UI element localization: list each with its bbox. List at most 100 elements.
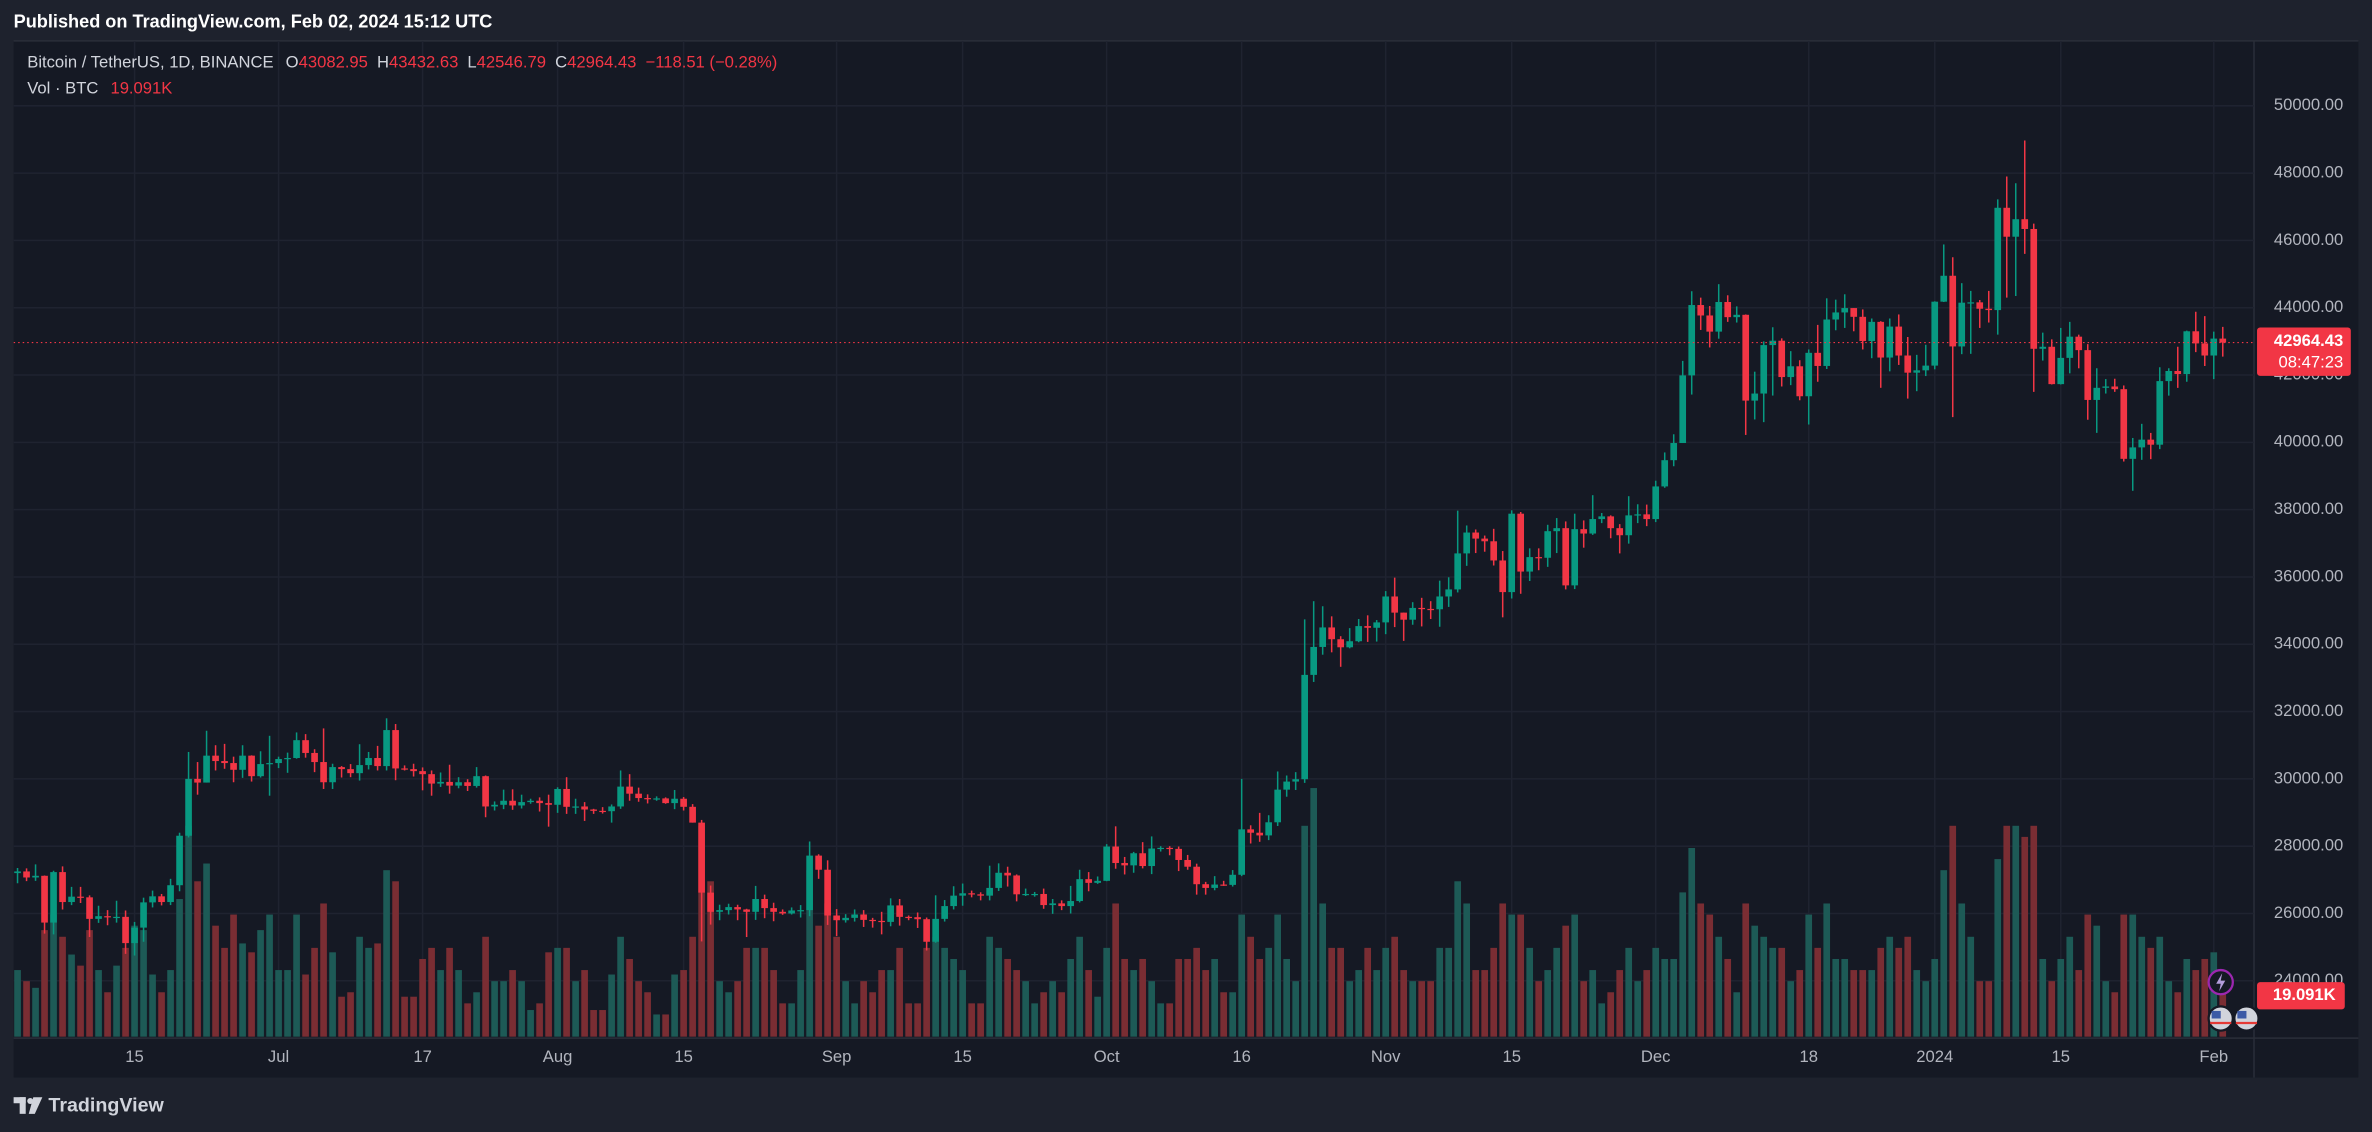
volume-bar [1292,981,1300,1037]
volume-bar [1085,970,1092,1037]
volume-bar [2111,992,2119,1037]
footer-logo [13,1097,43,1114]
candle-body [734,907,741,910]
volume-bar [257,930,264,1037]
volume-bar [464,1003,471,1037]
candle-body [1859,316,1867,342]
volume-bar [1868,970,1876,1037]
volume-bar [1139,958,1146,1037]
x-tick-label: Feb [2199,1047,2228,1066]
candle-body [104,916,111,918]
candle-body [2192,331,2200,344]
volume-value: 19.091K [110,79,172,98]
volume-bar [68,954,75,1037]
candle-body [1823,319,1831,366]
volume-bar [1634,981,1642,1037]
volume-bar [1265,947,1273,1037]
candle-body [1202,884,1209,888]
candle-body [743,909,750,912]
volume-bar [239,943,246,1037]
volume-bar [1877,947,1885,1037]
volume-bar [149,974,156,1037]
volume-bar [2183,958,2191,1037]
volume-bar [2012,825,2020,1037]
candle-body [1400,612,1408,620]
candle-body [1526,557,1534,572]
volume-bar [1616,970,1624,1037]
volume-bar [626,958,633,1037]
candle-body [347,769,354,774]
volume-bar [248,952,255,1037]
x-tick-label: Jul [268,1047,289,1066]
volume-bar [788,1003,795,1037]
volume-bar [707,881,714,1037]
volume-bar [1427,981,1435,1037]
volume-bar [1256,958,1263,1037]
volume-bar [770,970,777,1037]
candle-body [365,758,372,766]
candle-body [1985,308,1993,311]
ohlc-value: 43082.95 [299,53,368,72]
volume-bar [1688,847,1696,1037]
candle-body [878,920,885,923]
candle-body [131,927,138,944]
x-tick-label: Nov [1371,1047,1401,1066]
volume-bar [131,925,138,1037]
volume-bar [1247,936,1254,1037]
volume-bar [563,947,570,1037]
volume-bar [1670,958,1678,1037]
flag-icon [2237,1010,2247,1019]
volume-bar [1229,992,1236,1037]
countdown-label: 08:47:23 [2279,352,2344,371]
volume-bar [266,914,273,1037]
candle-body [2075,336,2083,351]
volume-bar [1121,958,1128,1037]
candle-body [59,872,66,903]
candle-body [374,758,381,767]
candle-body [1904,355,1912,373]
volume-bar [2039,958,2047,1037]
candle-body [2147,439,2155,445]
candle-body [1877,321,1885,358]
candle-body [968,893,975,895]
candle-body [140,902,147,928]
x-tick-label: 15 [674,1047,692,1066]
volume-bar [860,981,867,1037]
volume-bar [392,881,399,1037]
volume-bar [2075,970,2083,1037]
plot-area [13,40,2255,1037]
candle-body [1391,596,1399,613]
candle-body [1571,529,1579,586]
volume-bar [1013,970,1020,1037]
volume-bar [959,970,966,1037]
candle-body [1661,460,1669,487]
candle-body [716,910,723,912]
flag-icon [2211,1010,2221,1019]
candle-body [563,788,570,807]
candle-body [1967,302,1975,304]
volume-bar [2156,936,2164,1037]
candle-body [2219,338,2227,343]
candle-body [617,786,624,807]
candle-body [1031,893,1038,896]
volume-bar [86,930,93,1037]
candle-body [1697,305,1705,316]
x-tick-label: 15 [953,1047,971,1066]
volume-bar [590,1010,597,1037]
candle-body [1283,781,1291,790]
candle-body [2102,386,2110,388]
candle-body [1535,557,1543,559]
volume-bar [1832,958,1840,1037]
logo-part [28,1097,43,1114]
candle-body [1544,531,1552,558]
volume-bar [302,974,309,1037]
candle-body [1094,880,1101,883]
candle-body [1238,829,1245,875]
candle-body [2021,219,2029,229]
volume-bar [1130,970,1137,1037]
volume-bar [851,1003,858,1037]
volume-bar [1508,914,1516,1037]
candle-body [2165,370,2173,382]
candle-body [14,871,21,874]
overlay: 24000.0026000.0028000.0030000.0032000.00… [27,53,2351,1066]
